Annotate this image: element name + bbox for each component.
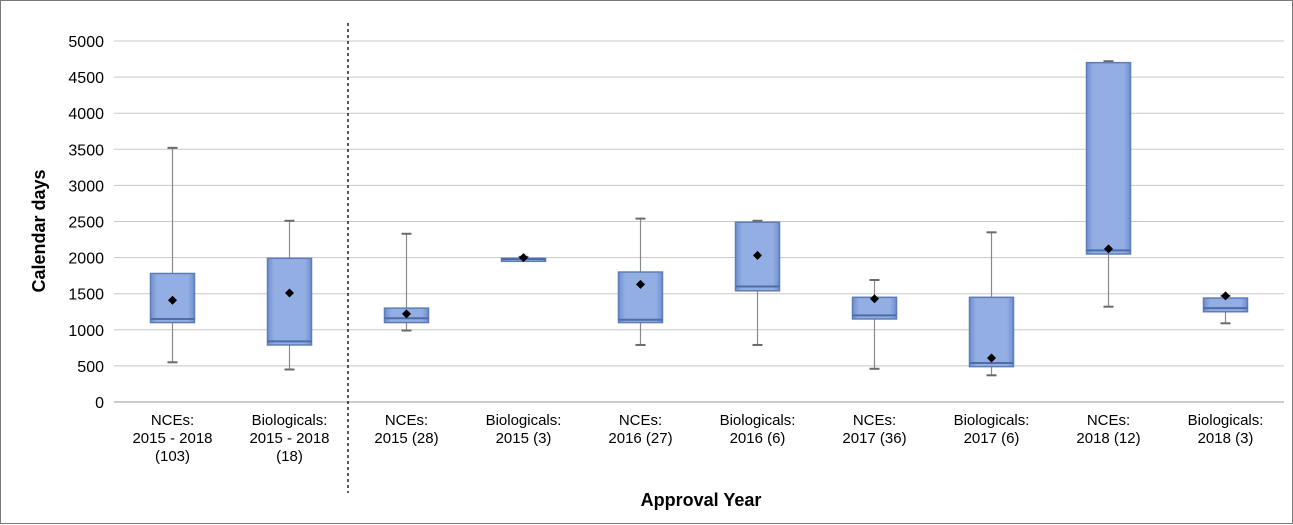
x-tick-label: NCEs: 2016 (27) [608, 412, 672, 447]
box-plot-item [851, 278, 898, 370]
box-plot-item [266, 219, 313, 371]
x-axis-labels: NCEs: 2015 - 2018 (103) Biologicals: 2015 - … [132, 412, 1263, 465]
y-tick-label: 4000 [68, 106, 104, 123]
x-tick-label: Biologicals: 2018 (3) [1188, 412, 1264, 447]
mean-marker [753, 250, 762, 260]
y-tick-label: 3500 [68, 142, 104, 159]
box-plot-item [734, 219, 781, 346]
y-tick-label: 3000 [68, 178, 104, 195]
y-tick-label: 5000 [68, 34, 104, 51]
y-tick-label: 2000 [68, 251, 104, 268]
x-tick-label: NCEs: 2015 (28) [374, 412, 438, 447]
y-axis: 0 500 1000 1500 2000 2500 3000 3500 4000 4500 5000 [68, 34, 104, 412]
y-tick-label: 0 [95, 395, 104, 412]
box-plot-item [1085, 60, 1132, 308]
x-tick-label: NCEs: 2017 (36) [842, 412, 906, 447]
y-tick-label: 4500 [68, 70, 104, 87]
x-axis-title: Approval Year [641, 490, 762, 510]
mean-marker [636, 279, 645, 289]
mean-marker [285, 288, 294, 298]
box-series [149, 60, 1249, 377]
box-plot-item [968, 231, 1015, 377]
x-tick-label: Biologicals: 2016 (6) [720, 412, 796, 447]
y-tick-label: 2500 [68, 215, 104, 232]
box-iqr [617, 271, 664, 324]
y-axis-title: Calendar days [29, 169, 49, 292]
mean-marker [168, 295, 177, 305]
box-iqr [1085, 61, 1132, 255]
x-tick-label: Biologicals: 2015 (3) [486, 412, 562, 447]
x-tick-label: Biologicals: 2015 - 2018 (18) [249, 412, 329, 465]
mean-marker [1221, 291, 1230, 301]
y-tick-label: 1500 [68, 287, 104, 304]
box-plot-item [149, 146, 196, 364]
box-plot-item [383, 232, 430, 332]
mean-marker [870, 294, 879, 304]
box-plot-item [1202, 291, 1249, 325]
mean-marker [402, 309, 411, 319]
x-tick-label: Biologicals: 2017 (6) [954, 412, 1030, 447]
y-tick-label: 500 [77, 359, 104, 376]
mean-marker [987, 353, 996, 363]
mean-marker [519, 253, 528, 263]
box-plot-item [500, 253, 547, 263]
box-plot-item [617, 217, 664, 346]
mean-marker [1104, 244, 1113, 254]
box-iqr [266, 257, 313, 346]
x-tick-label: NCEs: 2018 (12) [1076, 412, 1140, 447]
x-tick-label: NCEs: 2015 - 2018 (103) [132, 412, 212, 465]
y-tick-label: 1000 [68, 323, 104, 340]
